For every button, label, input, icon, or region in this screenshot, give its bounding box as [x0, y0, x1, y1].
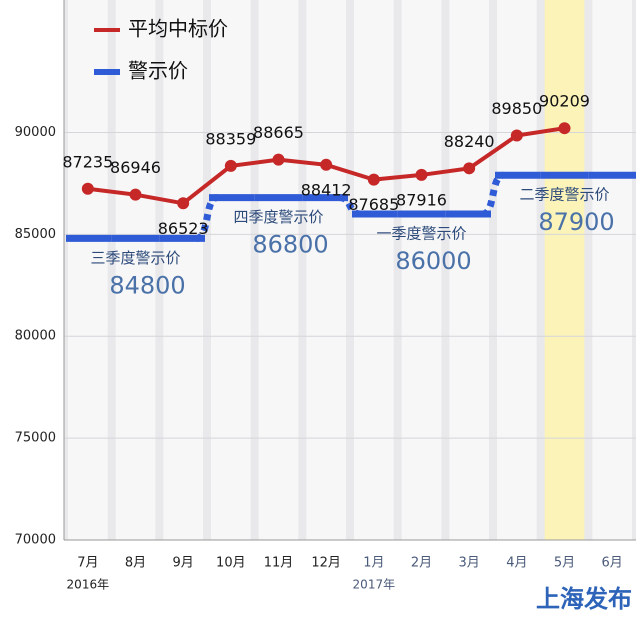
value-label: 88359: [205, 129, 256, 148]
x-tick-label: 9月: [173, 556, 194, 571]
x-tick-label: 8月: [125, 556, 146, 571]
x-tick-label: 12月: [311, 556, 341, 571]
point: [367, 173, 380, 186]
value-label: 90209: [539, 92, 590, 111]
x-tick-label: 11月: [264, 556, 294, 571]
warning-value: 86000: [395, 247, 471, 275]
year-label: 2016年: [67, 578, 110, 592]
value-label: 87916: [396, 190, 447, 209]
column: [592, 0, 632, 540]
warning-value: 87900: [538, 208, 614, 236]
warning-label: 三季度警示价: [90, 249, 180, 267]
warning-connector: [195, 194, 219, 242]
point: [463, 162, 476, 175]
column: [258, 0, 299, 540]
point: [558, 122, 571, 135]
value-label: 87235: [62, 152, 113, 171]
y-tick-label: 85000: [15, 227, 56, 242]
column: [401, 0, 442, 540]
warning-value: 86800: [252, 231, 328, 259]
value-label: 87685: [348, 195, 399, 214]
x-tick-label: 3月: [459, 556, 480, 571]
value-label: 88665: [253, 123, 304, 142]
column: [163, 0, 203, 540]
warning-label: 四季度警示价: [233, 208, 323, 226]
warning-label: 二季度警示价: [519, 186, 609, 204]
column: [354, 0, 394, 540]
plot-background: [64, 0, 636, 540]
column: [497, 0, 537, 540]
x-tick-label: 6月: [602, 556, 623, 571]
point: [272, 153, 285, 166]
warning-connector: [481, 171, 505, 218]
column: [211, 0, 251, 540]
warning-connector: [339, 194, 361, 218]
x-tick-label: 10月: [216, 556, 246, 571]
value-label: 88240: [444, 132, 495, 151]
point: [510, 129, 523, 142]
x-tick-label: 2月: [411, 556, 432, 571]
x-tick-label: 4月: [506, 556, 527, 571]
x-tick-label: 7月: [77, 556, 98, 571]
column: [449, 0, 489, 540]
value-label: 86523: [158, 219, 209, 238]
legend-label: 平均中标价: [128, 17, 228, 41]
point: [224, 159, 237, 172]
y-tick-label: 80000: [15, 329, 56, 344]
column: [306, 0, 346, 540]
value-label: 89850: [491, 99, 542, 118]
y-tick-label: 75000: [15, 431, 56, 446]
point: [81, 182, 94, 195]
legend-label: 警示价: [128, 59, 188, 83]
year-label: 2017年: [353, 578, 396, 592]
warning-label: 一季度警示价: [376, 224, 466, 242]
column: [68, 0, 108, 540]
point: [177, 197, 190, 210]
point: [415, 168, 428, 181]
source: 上海发布: [536, 585, 632, 613]
value-label: 88412: [301, 180, 352, 199]
x-tick-label: 5月: [554, 556, 575, 571]
y-tick-label: 90000: [15, 125, 56, 140]
column: [544, 0, 585, 540]
point: [129, 188, 142, 201]
column: [115, 0, 156, 540]
x-tick-label: 1月: [363, 556, 384, 571]
y-tick-label: 70000: [15, 533, 56, 548]
warning-value: 84800: [109, 271, 185, 299]
value-label: 86946: [110, 158, 161, 177]
point: [320, 158, 333, 171]
